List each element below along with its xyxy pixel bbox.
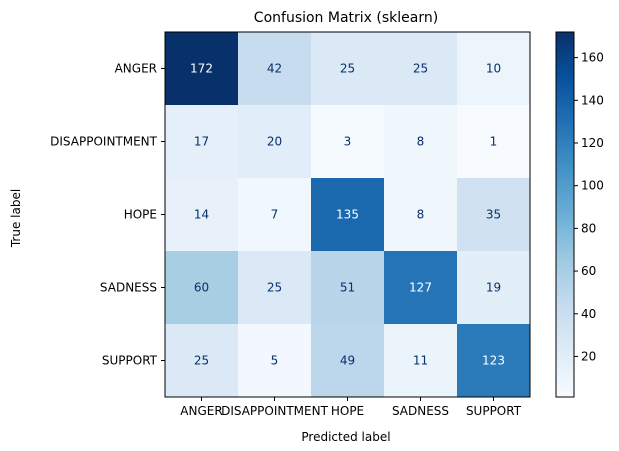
cell-value-label: 19 xyxy=(486,281,501,295)
heatmap-cell xyxy=(384,178,458,252)
cell-value-label: 20 xyxy=(267,135,282,149)
cell-value-label: 25 xyxy=(194,354,209,368)
heatmap-cell xyxy=(238,324,312,398)
y-tick-label: SADNESS xyxy=(100,281,157,295)
cell-value-label: 25 xyxy=(267,281,282,295)
cell-value-label: 25 xyxy=(340,62,355,76)
y-tick-label: DISAPPOINTMENT xyxy=(50,135,158,149)
chart-title: Confusion Matrix (sklearn) xyxy=(254,10,438,26)
heatmap-cell xyxy=(165,178,239,252)
cell-value-label: 123 xyxy=(482,354,505,368)
heatmap-cell xyxy=(457,251,531,325)
heatmap-cell xyxy=(384,32,458,106)
colorbar-tick-label: 160 xyxy=(581,51,604,65)
heatmap-cell xyxy=(457,324,531,398)
cell-value-label: 135 xyxy=(336,208,359,222)
heatmap-cell xyxy=(384,105,458,179)
heatmap-cell xyxy=(457,32,531,106)
x-axis-label: Predicted label xyxy=(301,430,390,444)
cell-value-label: 35 xyxy=(486,208,501,222)
cell-value-label: 10 xyxy=(486,62,501,76)
y-tick-label: ANGER xyxy=(115,62,157,76)
colorbar-ticks: 20 40 60 80 100 120 140 160 xyxy=(574,51,604,363)
heatmap-cell-labels: 172 42 25 25 10 17 20 3 8 1 14 7 135 8 35 60 25 51 127 19 25… xyxy=(190,62,505,368)
x-tick-label: SUPPORT xyxy=(466,404,522,418)
colorbar-tick-label: 80 xyxy=(581,221,596,235)
x-tick-label: ANGER xyxy=(180,404,222,418)
cell-value-label: 3 xyxy=(344,135,352,149)
heatmap-cell xyxy=(238,105,312,179)
heatmap-cell xyxy=(165,32,239,106)
heatmap-cell xyxy=(384,251,458,325)
heatmap-cell xyxy=(238,178,312,252)
heatmap-cell xyxy=(311,324,385,398)
cell-value-label: 5 xyxy=(271,354,279,368)
heatmap-cell xyxy=(457,178,531,252)
heatmap-cells xyxy=(165,32,531,398)
heatmap-cell xyxy=(311,251,385,325)
y-axis-ticks: ANGER DISAPPOINTMENT HOPE SADNESS SUPPORT xyxy=(50,62,165,368)
cell-value-label: 49 xyxy=(340,354,355,368)
heatmap-cell xyxy=(165,324,239,398)
heatmap-cell xyxy=(457,105,531,179)
colorbar-tick-label: 120 xyxy=(581,136,604,150)
heatmap-cell xyxy=(165,105,239,179)
cell-value-label: 8 xyxy=(417,208,425,222)
cell-value-label: 172 xyxy=(190,62,213,76)
x-tick-label: HOPE xyxy=(331,404,364,418)
colorbar-tick-label: 40 xyxy=(581,307,596,321)
cell-value-label: 14 xyxy=(194,208,209,222)
heatmap-cell xyxy=(311,105,385,179)
heatmap-cell xyxy=(238,251,312,325)
colorbar-tick-label: 20 xyxy=(581,349,596,363)
heatmap-cell xyxy=(311,32,385,106)
colorbar xyxy=(555,31,575,398)
y-tick-label: SUPPORT xyxy=(102,354,158,368)
heatmap-cell xyxy=(311,178,385,252)
y-tick-label: HOPE xyxy=(124,208,157,222)
heatmap-cell xyxy=(238,32,312,106)
cell-value-label: 60 xyxy=(194,281,209,295)
cell-value-label: 17 xyxy=(194,135,209,149)
cell-value-label: 51 xyxy=(340,281,355,295)
heatmap-cell xyxy=(384,324,458,398)
heatmap-cell xyxy=(165,251,239,325)
colorbar-tick-label: 60 xyxy=(581,264,596,278)
colorbar-tick-label: 140 xyxy=(581,93,604,107)
cell-value-label: 1 xyxy=(490,135,498,149)
cell-value-label: 11 xyxy=(413,354,428,368)
y-axis-label: True label xyxy=(9,189,23,248)
cell-value-label: 42 xyxy=(267,62,282,76)
cell-value-label: 25 xyxy=(413,62,428,76)
x-tick-label: SADNESS xyxy=(392,404,449,418)
x-tick-label: DISAPPOINTMENT xyxy=(221,404,329,418)
cell-value-label: 8 xyxy=(417,135,425,149)
cell-value-label: 7 xyxy=(271,208,279,222)
cell-value-label: 127 xyxy=(409,281,432,295)
colorbar-tick-label: 100 xyxy=(581,179,604,193)
